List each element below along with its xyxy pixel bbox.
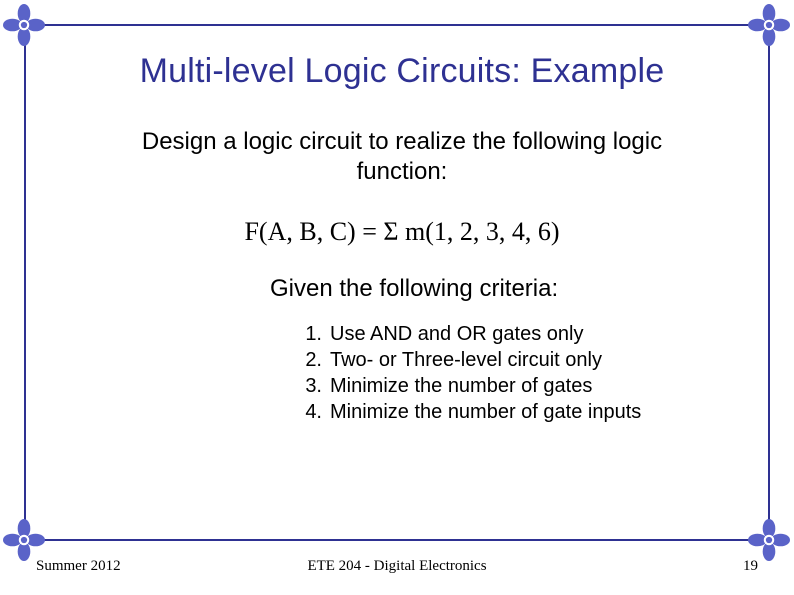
floral-corner-icon bbox=[748, 519, 790, 561]
slide-subtitle: Design a logic circuit to realize the fo… bbox=[112, 127, 692, 187]
list-text: Minimize the number of gate inputs bbox=[330, 399, 641, 425]
floral-corner-icon bbox=[748, 4, 790, 46]
footer-course: ETE 204 - Digital Electronics bbox=[0, 558, 794, 575]
border-top bbox=[44, 24, 750, 26]
list-text: Use AND and OR gates only bbox=[330, 321, 583, 347]
list-number: 1. bbox=[300, 321, 330, 347]
floral-corner-icon bbox=[3, 519, 45, 561]
list-item: 1. Use AND and OR gates only bbox=[300, 321, 754, 347]
floral-corner-icon bbox=[3, 4, 45, 46]
border-right bbox=[768, 44, 770, 521]
slide-title: Multi-level Logic Circuits: Example bbox=[50, 52, 754, 91]
border-left bbox=[24, 44, 26, 521]
list-item: 2. Two- or Three-level circuit only bbox=[300, 347, 754, 373]
list-text: Two- or Three-level circuit only bbox=[330, 347, 602, 373]
criteria-list: 1. Use AND and OR gates only 2. Two- or … bbox=[300, 321, 754, 425]
list-number: 3. bbox=[300, 373, 330, 399]
slide: Multi-level Logic Circuits: Example Desi… bbox=[0, 0, 794, 595]
footer-page-number: 19 bbox=[743, 558, 758, 575]
list-text: Minimize the number of gates bbox=[330, 373, 592, 399]
list-item: 3. Minimize the number of gates bbox=[300, 373, 754, 399]
border-bottom bbox=[44, 539, 750, 541]
list-item: 4. Minimize the number of gate inputs bbox=[300, 399, 754, 425]
criteria-heading: Given the following criteria: bbox=[270, 275, 754, 303]
list-number: 2. bbox=[300, 347, 330, 373]
formula-text: F(A, B, C) = Σ m(1, 2, 3, 4, 6) bbox=[50, 217, 754, 247]
list-number: 4. bbox=[300, 399, 330, 425]
